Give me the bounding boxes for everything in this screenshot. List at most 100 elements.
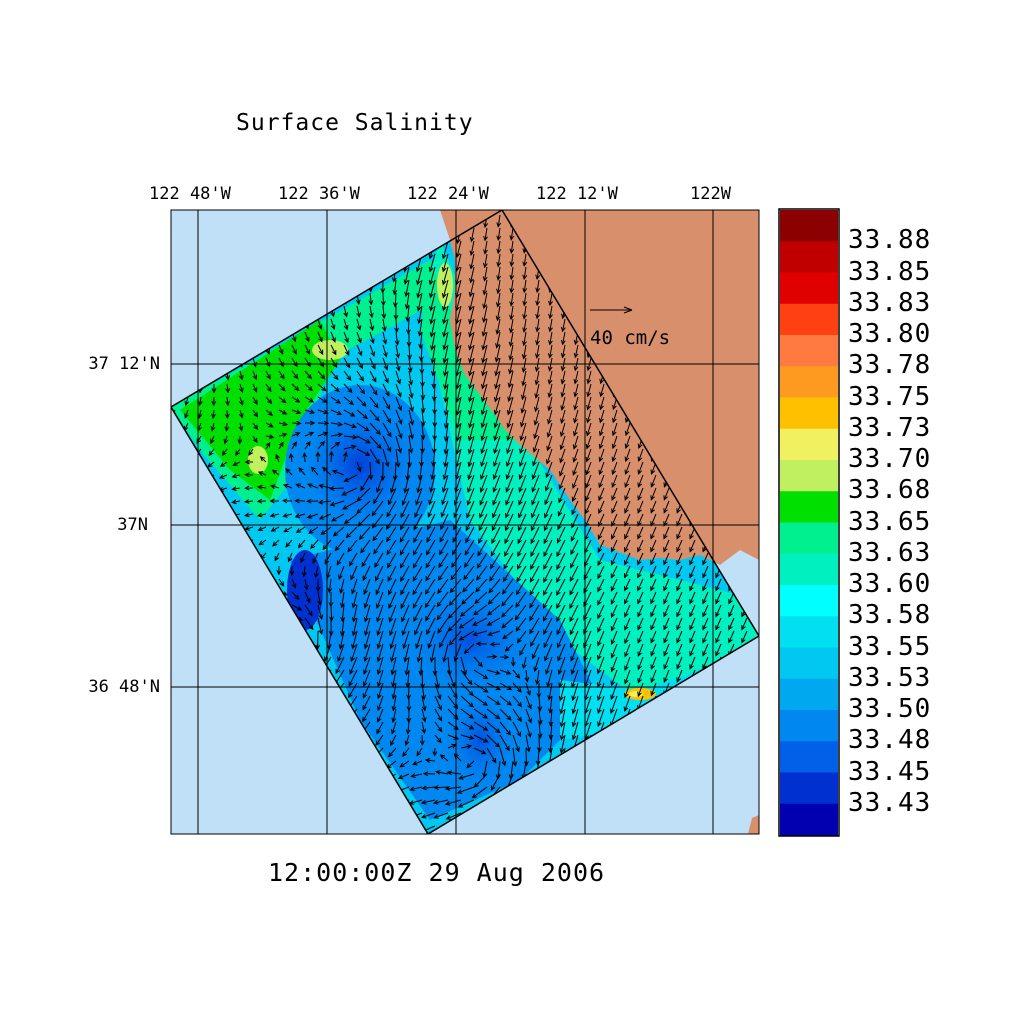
current-vector xyxy=(571,487,579,503)
current-vector xyxy=(434,734,442,744)
current-vector xyxy=(505,487,514,506)
current-vector xyxy=(427,513,436,531)
colorbar-frame xyxy=(778,208,840,837)
current-vector xyxy=(224,409,230,420)
current-vector xyxy=(403,474,410,494)
current-vector xyxy=(439,630,449,649)
colorbar-swatch xyxy=(780,366,838,398)
current-vector xyxy=(257,471,267,476)
current-vector xyxy=(278,409,288,415)
current-vector xyxy=(480,461,488,481)
current-vector xyxy=(429,643,436,663)
current-vector xyxy=(278,421,288,427)
current-vector xyxy=(543,539,553,558)
current-vector xyxy=(362,708,371,723)
current-vector xyxy=(412,578,423,596)
current-vector xyxy=(356,396,367,407)
current-vector xyxy=(442,305,449,325)
colorbar-label: 33.58 xyxy=(848,600,932,631)
current-vector xyxy=(376,630,384,650)
current-vector xyxy=(278,383,286,392)
current-vector xyxy=(238,409,244,419)
current-vector xyxy=(543,617,553,636)
current-vector xyxy=(462,578,475,593)
current-vector xyxy=(689,630,696,644)
current-vector xyxy=(294,513,306,519)
current-vector xyxy=(611,422,618,437)
current-vector xyxy=(544,487,553,506)
current-vector xyxy=(490,539,501,557)
current-vector xyxy=(419,734,425,746)
current-vector xyxy=(424,578,436,595)
current-vector xyxy=(433,785,449,790)
colorbar-swatch xyxy=(780,428,838,461)
current-vector xyxy=(405,305,411,323)
current-vector xyxy=(467,422,475,442)
current-vector xyxy=(376,474,384,494)
current-vector xyxy=(468,331,475,351)
current-vector xyxy=(569,617,579,636)
current-vector xyxy=(460,656,468,676)
current-vector xyxy=(412,591,423,609)
current-vector xyxy=(509,266,515,281)
current-vector xyxy=(544,500,553,519)
current-vector xyxy=(506,435,514,455)
current-vector xyxy=(689,617,696,631)
colorbar-label: 33.80 xyxy=(848,319,932,349)
current-vector xyxy=(493,396,501,416)
current-vector xyxy=(650,604,657,618)
current-vector xyxy=(663,487,670,501)
current-vector xyxy=(512,747,518,767)
current-vector xyxy=(291,344,297,355)
current-vector xyxy=(382,344,388,358)
current-vector xyxy=(426,617,436,635)
current-vector xyxy=(447,682,458,699)
current-vector xyxy=(637,552,644,566)
current-vector xyxy=(556,617,566,636)
current-vector xyxy=(534,383,540,399)
current-vector xyxy=(197,396,203,407)
current-vector xyxy=(508,318,514,334)
current-vector xyxy=(343,370,352,381)
current-vector xyxy=(535,292,541,307)
current-vector xyxy=(676,669,683,683)
colorbar-swatch xyxy=(780,616,838,648)
current-vector xyxy=(420,799,436,805)
current-vector xyxy=(650,500,657,514)
current-vector xyxy=(492,487,501,506)
current-vector xyxy=(440,500,449,518)
current-vector xyxy=(676,552,683,566)
current-vector xyxy=(597,682,605,702)
current-vector xyxy=(369,331,375,345)
current-vector xyxy=(598,448,605,463)
model-domain-outline xyxy=(171,210,759,834)
current-vector xyxy=(624,591,631,605)
current-vector xyxy=(597,513,605,528)
current-vector xyxy=(492,500,501,519)
current-vector xyxy=(362,565,371,582)
current-vector xyxy=(585,435,592,450)
current-vector xyxy=(460,744,473,749)
current-vector xyxy=(728,630,735,644)
current-vector xyxy=(522,318,528,333)
current-vector xyxy=(317,370,326,380)
current-vector xyxy=(493,422,501,442)
current-vector xyxy=(237,435,243,445)
current-vector xyxy=(624,461,631,476)
current-vector xyxy=(517,539,527,557)
current-vector xyxy=(415,487,423,506)
current-vector xyxy=(351,591,358,609)
current-vector xyxy=(460,669,473,686)
current-vector xyxy=(548,318,553,333)
current-vector xyxy=(330,318,336,331)
current-vector xyxy=(387,487,397,506)
current-vector xyxy=(356,357,363,370)
current-vector xyxy=(597,526,605,541)
current-vector xyxy=(304,431,315,437)
current-vector xyxy=(509,292,515,307)
current-vector xyxy=(343,305,349,318)
current-vector xyxy=(434,682,442,701)
current-vector xyxy=(265,370,271,380)
land-mass xyxy=(440,210,759,565)
current-vector xyxy=(596,656,605,675)
